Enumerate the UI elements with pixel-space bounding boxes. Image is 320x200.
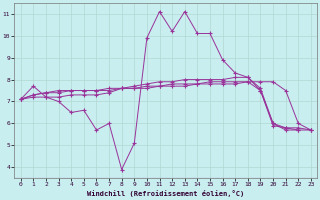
X-axis label: Windchill (Refroidissement éolien,°C): Windchill (Refroidissement éolien,°C): [87, 190, 244, 197]
